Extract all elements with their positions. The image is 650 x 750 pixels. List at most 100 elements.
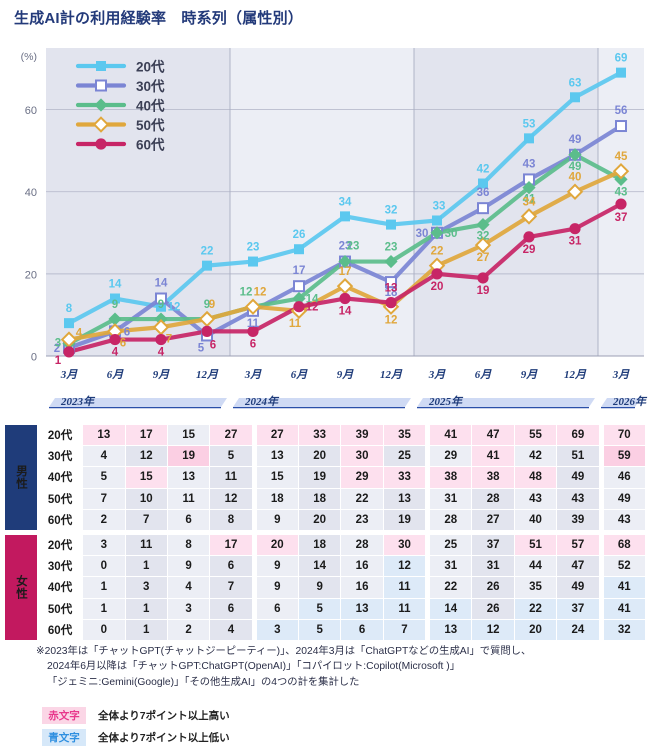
year-band-2026年: 2026年 <box>601 395 648 409</box>
table-gender-label-male: 男性 <box>4 424 38 531</box>
data-point-label: 27 <box>477 252 490 264</box>
table-cell: 47 <box>556 555 600 578</box>
table-cell: 18 <box>255 487 299 510</box>
series-markers-60代 <box>63 198 627 358</box>
y-axis-unit-label: (%) <box>21 51 37 63</box>
footnote-line-2: 2024年6月以降は「チャットGPT:ChatGPT(OpenAI)」「コパイロ… <box>47 661 460 673</box>
table-cell: 38 <box>429 466 473 489</box>
data-point-label: 36 <box>477 187 490 199</box>
data-point-label: 14 <box>109 279 122 291</box>
table-cell: 4 <box>82 445 126 468</box>
table-group-spacer <box>4 530 646 535</box>
table-row: 30代 4 12 19 5 13 20 30 25 29 41 42 51 59 <box>5 445 647 468</box>
table-cell: 28 <box>340 533 384 557</box>
marker-square-filled-icon <box>156 301 166 312</box>
table-cell: 19 <box>382 508 427 531</box>
data-point-label: 20 <box>431 281 444 293</box>
marker-square-filled-icon <box>202 260 212 271</box>
table-cell: 13 <box>382 487 427 510</box>
legend-label-50代: 50代 <box>136 117 165 133</box>
data-point-label: 23 <box>247 242 260 254</box>
table-age-label: 30代 <box>36 445 84 468</box>
table-row: 男性 20代 13 17 15 27 27 33 39 35 41 47 55 69 70 <box>4 423 647 531</box>
table-cell: 5 <box>82 466 126 489</box>
year-band-bar <box>601 398 641 407</box>
marker-diamond-filled-icon <box>384 254 398 269</box>
year-band-shade <box>46 48 230 356</box>
marker-diamond-hollow-icon <box>244 298 262 315</box>
y-axis-tick-label: 40 <box>25 187 37 199</box>
table-cell: 12 <box>471 618 515 641</box>
marker-square-hollow-icon <box>385 276 397 289</box>
table-cell: 51 <box>513 533 558 557</box>
table-gender-label-female: 女性 <box>4 533 38 641</box>
table-cell: 16 <box>340 555 384 578</box>
table-row: 50代 1 1 3 6 6 5 13 11 14 26 22 37 41 <box>5 597 647 620</box>
table-cell: 25 <box>429 533 473 557</box>
table-cell: 39 <box>340 423 384 447</box>
table-cell: 27 <box>255 423 299 447</box>
table-cell: 13 <box>429 618 473 641</box>
table-cell: 49 <box>556 466 600 489</box>
data-point-label: 30 <box>445 228 458 240</box>
table-cell: 29 <box>340 466 384 489</box>
data-point-label: 63 <box>569 77 582 89</box>
table-cell: 29 <box>429 445 473 468</box>
table-cell: 26 <box>471 597 515 620</box>
year-band-bar <box>233 398 411 407</box>
data-point-label: 7 <box>166 333 172 345</box>
year-band-2025年: 2025年 <box>417 395 595 409</box>
table-cell: 37 <box>471 533 515 557</box>
marker-square-hollow-icon <box>95 79 107 92</box>
marker-diamond-filled-icon <box>522 181 536 195</box>
data-point-label: 5 <box>198 342 205 354</box>
table-cell: 5 <box>297 618 342 641</box>
table-cell: 3 <box>166 597 211 620</box>
data-point-label: 53 <box>523 118 536 130</box>
marker-diamond-filled-icon <box>430 226 444 240</box>
marker-square-filled-icon <box>478 178 488 189</box>
table-cell: 19 <box>166 445 211 468</box>
data-point-label: 33 <box>433 200 446 212</box>
x-axis-month-label: 12月 <box>380 369 403 381</box>
table-cell: 52 <box>602 555 647 578</box>
y-axis-tick-label: 0 <box>31 352 37 364</box>
table-cell: 9 <box>166 555 211 578</box>
table-age-label: 30代 <box>36 555 84 578</box>
x-axis-month-label: 9月 <box>521 369 539 381</box>
table-cell: 20 <box>513 618 558 641</box>
marker-circle-filled-icon <box>63 346 75 358</box>
data-point-label: 6 <box>120 337 126 349</box>
data-point-label: 31 <box>569 236 582 248</box>
series-markers-20代 <box>64 67 626 329</box>
table-cell: 40 <box>513 508 558 531</box>
table-cell: 37 <box>556 597 600 620</box>
data-point-label: 12 <box>385 315 398 327</box>
marker-square-hollow-icon <box>293 280 305 293</box>
table-cell: 12 <box>382 555 427 578</box>
data-point-label: 12 <box>168 302 181 314</box>
table-cell: 20 <box>297 445 342 468</box>
data-point-label: 4 <box>76 328 83 340</box>
x-axis-month-label: 9月 <box>153 369 171 381</box>
key-row-red: 赤文字 全体より7ポイント以上高い <box>42 706 230 725</box>
data-point-label: 49 <box>569 161 582 173</box>
table-cell: 13 <box>166 466 211 489</box>
marker-circle-filled-icon <box>431 268 443 280</box>
table-cell: 15 <box>255 466 299 489</box>
data-point-label: 12 <box>240 287 253 299</box>
table-cell: 13 <box>255 445 299 468</box>
marker-square-filled-icon <box>432 215 442 226</box>
year-band-label: 2023年 <box>60 395 96 408</box>
data-point-label: 23 <box>347 241 360 253</box>
marker-diamond-filled-icon <box>292 291 306 306</box>
marker-square-filled-icon <box>340 211 350 222</box>
color-key: 赤文字 全体より7ポイント以上高い 青文字 全体より7ポイント以上低い <box>42 706 230 750</box>
marker-square-hollow-icon <box>615 120 627 133</box>
footnote: ※2023年は「チャットGPT(チャットジーピーティー)」、2024年3月は「C… <box>36 644 636 690</box>
x-axis-month-label: 12月 <box>196 369 219 381</box>
table-cell: 57 <box>556 533 600 557</box>
x-axis-month-label: 3月 <box>428 369 447 381</box>
table-cell: 30 <box>340 445 384 468</box>
